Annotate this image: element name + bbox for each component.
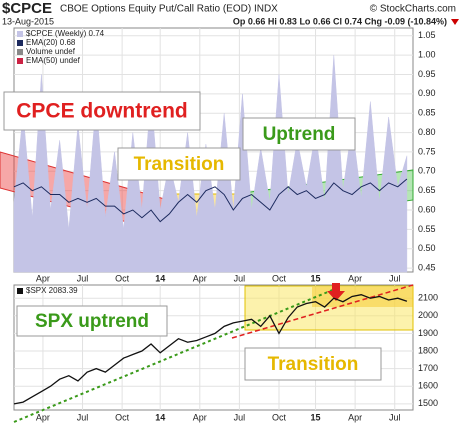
x-tick-label: Jul: [389, 273, 401, 283]
legend-label: EMA(20) 0.68: [26, 38, 76, 47]
y-tick-label: 0.85: [418, 108, 436, 118]
x-tick-label: Oct: [115, 273, 130, 283]
y-tick-label: 0.50: [418, 243, 436, 253]
x-tick-label: Jul: [77, 273, 89, 283]
y-tick-label: 0.70: [418, 166, 436, 176]
x-tick-label: Apr: [348, 412, 362, 422]
x-tick-label: Apr: [36, 273, 50, 283]
x-tick-label: Oct: [272, 273, 287, 283]
x-tick-label: Jul: [77, 412, 89, 422]
x-tick-label: Apr: [193, 273, 207, 283]
annotation-box: [117, 147, 241, 181]
y-tick-label: 2000: [418, 310, 438, 320]
legend-swatch: [17, 58, 23, 64]
y-tick-label: 1600: [418, 381, 438, 391]
line: [13, 294, 408, 405]
y-tick-label: 0.60: [418, 204, 436, 214]
x-tick-label: Jul: [234, 412, 246, 422]
y-tick-label: 1500: [418, 398, 438, 408]
ohlc: Op 0.66 Hi 0.83 Lo 0.66 Cl 0.74 Chg -0.0…: [233, 16, 447, 26]
x-tick-label: 14: [155, 273, 165, 283]
down-triangle: [451, 19, 459, 25]
panel: 0.45 0.50 0.55 0.60 0.65 0.70 0.75 0.80 0.85 0.90…: [0, 27, 436, 283]
annotation: CPCE downtrend: [16, 100, 188, 123]
annotation: Uptrend: [263, 124, 336, 145]
chart-subtitle: CBOE Options Equity Put/Call Ratio (EOD)…: [60, 4, 278, 15]
x-tick-label: Jul: [389, 412, 401, 422]
legend-label: $CPCE (Weekly) 0.74: [26, 29, 105, 38]
annotation-box: [16, 305, 168, 337]
legend-swatch: [17, 31, 23, 37]
y-tick-label: 0.90: [418, 88, 436, 98]
annotation: SPX uptrend: [35, 311, 149, 332]
legend-label: Volume undef: [26, 47, 76, 56]
support-line: [13, 288, 336, 423]
legend-swatch: [17, 49, 23, 55]
panels: 0.45 0.50 0.55 0.60 0.65 0.70 0.75 0.80 0.85 0.90…: [0, 27, 438, 423]
x-tick-label: Oct: [272, 412, 287, 422]
chart-title: $CPCE: [2, 0, 52, 17]
x-tick-label: 15: [311, 412, 321, 422]
y-tick-label: 1.05: [418, 30, 436, 40]
annotation-box: [3, 91, 201, 131]
y-tick-label: 0.45: [418, 263, 436, 273]
x-tick-label: 15: [311, 273, 321, 283]
y-tick-label: 0.95: [418, 69, 436, 79]
x-tick-label: Jul: [234, 273, 246, 283]
annotation: Transition: [268, 354, 359, 375]
y-tick-label: 0.75: [418, 146, 436, 156]
legend-swatch: [17, 288, 23, 294]
y-tick-label: 1900: [418, 328, 438, 338]
legend-label: $SPX 2083.39: [26, 286, 78, 295]
line: [13, 178, 408, 223]
date: 13-Aug-2015: [2, 16, 54, 26]
y-tick-label: 0.80: [418, 127, 436, 137]
legend-label: EMA(50) undef: [26, 56, 81, 65]
y-tick-label: 2100: [418, 293, 438, 303]
legend-swatch: [17, 40, 23, 46]
x-tick-label: Apr: [348, 273, 362, 283]
y-tick-label: 1800: [418, 345, 438, 355]
y-tick-label: 1.00: [418, 49, 436, 59]
x-tick-label: 14: [155, 412, 165, 422]
panel: 1500 1600 1700 1800 1900 2000 2100 Apr Jul Oct 14 A…: [13, 283, 438, 423]
x-tick-label: Apr: [36, 412, 50, 422]
annotation-box: [242, 117, 356, 151]
source: © StockCharts.com: [370, 4, 456, 15]
y-tick-label: 0.55: [418, 224, 436, 234]
y-tick-label: 1700: [418, 363, 438, 373]
annotation: Transition: [134, 154, 225, 175]
y-tick-label: 0.65: [418, 185, 436, 195]
x-tick-label: Apr: [193, 412, 207, 422]
x-tick-label: Oct: [115, 412, 130, 422]
red-arrow: [327, 283, 345, 301]
annotation-box: [244, 347, 382, 381]
